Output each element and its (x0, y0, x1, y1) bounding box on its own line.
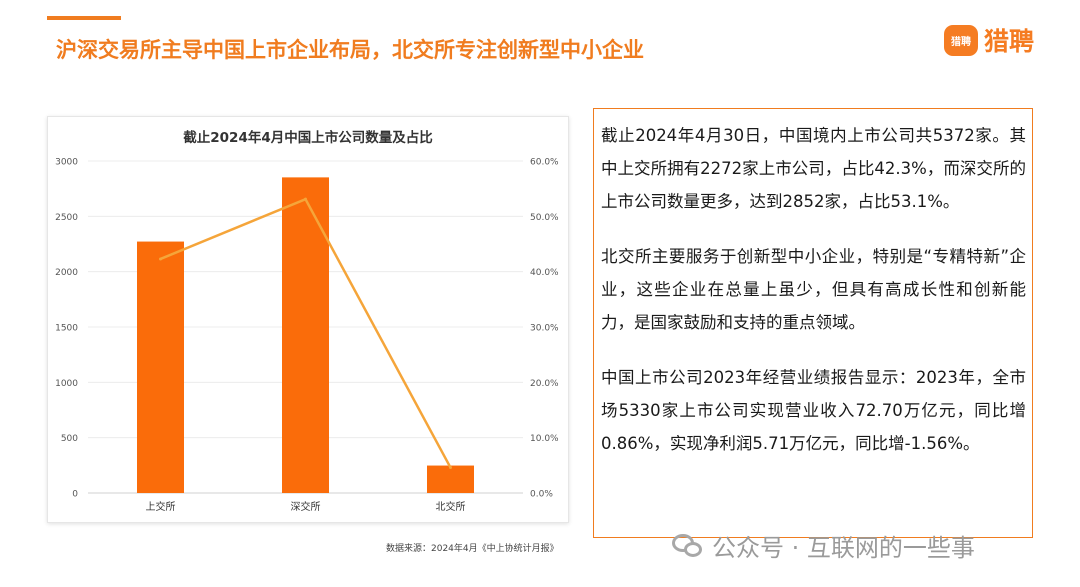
y2-tick-label: 30.0% (530, 324, 559, 334)
chart-title: 截止2024年4月中国上市公司数量及占比 (183, 129, 432, 146)
y-tick-label: 3000 (55, 158, 78, 168)
y-tick-label: 500 (61, 434, 78, 444)
summary-paragraph-2: 北交所主要服务于创新型中小企业，特别是“专精特新”企业，这些企业在总量上虽少，但… (601, 247, 1026, 332)
y2-tick-label: 20.0% (530, 379, 559, 389)
y2-tick-label: 10.0% (530, 434, 559, 444)
y2-tick-label: 40.0% (530, 268, 559, 278)
data-source-note: 数据来源：2024年4月《中上协统计月报》 (386, 544, 559, 554)
logo-badge-icon: 猎聘 (944, 24, 978, 56)
y2-tick-label: 60.0% (530, 158, 559, 168)
wechat-icon (672, 532, 704, 560)
x-tick-label: 深交所 (291, 500, 321, 513)
y-tick-label: 2500 (55, 213, 78, 223)
logo-name: 猎聘 (984, 27, 1035, 56)
watermark-text: 公众号 · 互联网的一些事 (712, 534, 975, 562)
y-tick-label: 2000 (55, 268, 78, 278)
x-tick-label: 北交所 (436, 500, 466, 513)
summary-paragraph-1: 截止2024年4月30日，中国境内上市公司共5372家。其中上交所拥有2272家… (601, 126, 1026, 211)
bar (282, 177, 329, 493)
title-accent-bar (47, 16, 121, 20)
summary-paragraph-3: 中国上市公司2023年经营业绩报告显示：2023年，全市场5330家上市公司实现… (601, 368, 1026, 453)
x-tick-label: 上交所 (146, 500, 176, 513)
y-tick-label: 1000 (55, 379, 78, 389)
y-tick-label: 1500 (55, 324, 78, 334)
summary-text-box: 截止2024年4月30日，中国境内上市公司共5372家。其中上交所拥有2272家… (593, 108, 1033, 538)
line-point (449, 466, 452, 470)
line-point (159, 257, 162, 261)
y2-tick-label: 0.0% (530, 490, 553, 500)
wechat-watermark: 公众号 · 互联网的一些事 (672, 528, 975, 563)
page-title: 沪深交易所主导中国上市企业布局，北交所专注创新型中小企业 (56, 38, 644, 62)
chart-card: 截止2024年4月中国上市公司数量及占比 0 0.0% 500 10.0% 1000 20.… (47, 116, 569, 523)
bar (427, 465, 474, 493)
y-tick-label: 0 (72, 490, 78, 500)
bar (137, 241, 184, 493)
line-point (304, 197, 307, 201)
liepin-logo: 猎聘 猎聘 (944, 22, 1034, 58)
y2-tick-label: 50.0% (530, 213, 559, 223)
combo-chart: 截止2024年4月中国上市公司数量及占比 0 0.0% 500 10.0% 1000 20.… (55, 129, 559, 513)
